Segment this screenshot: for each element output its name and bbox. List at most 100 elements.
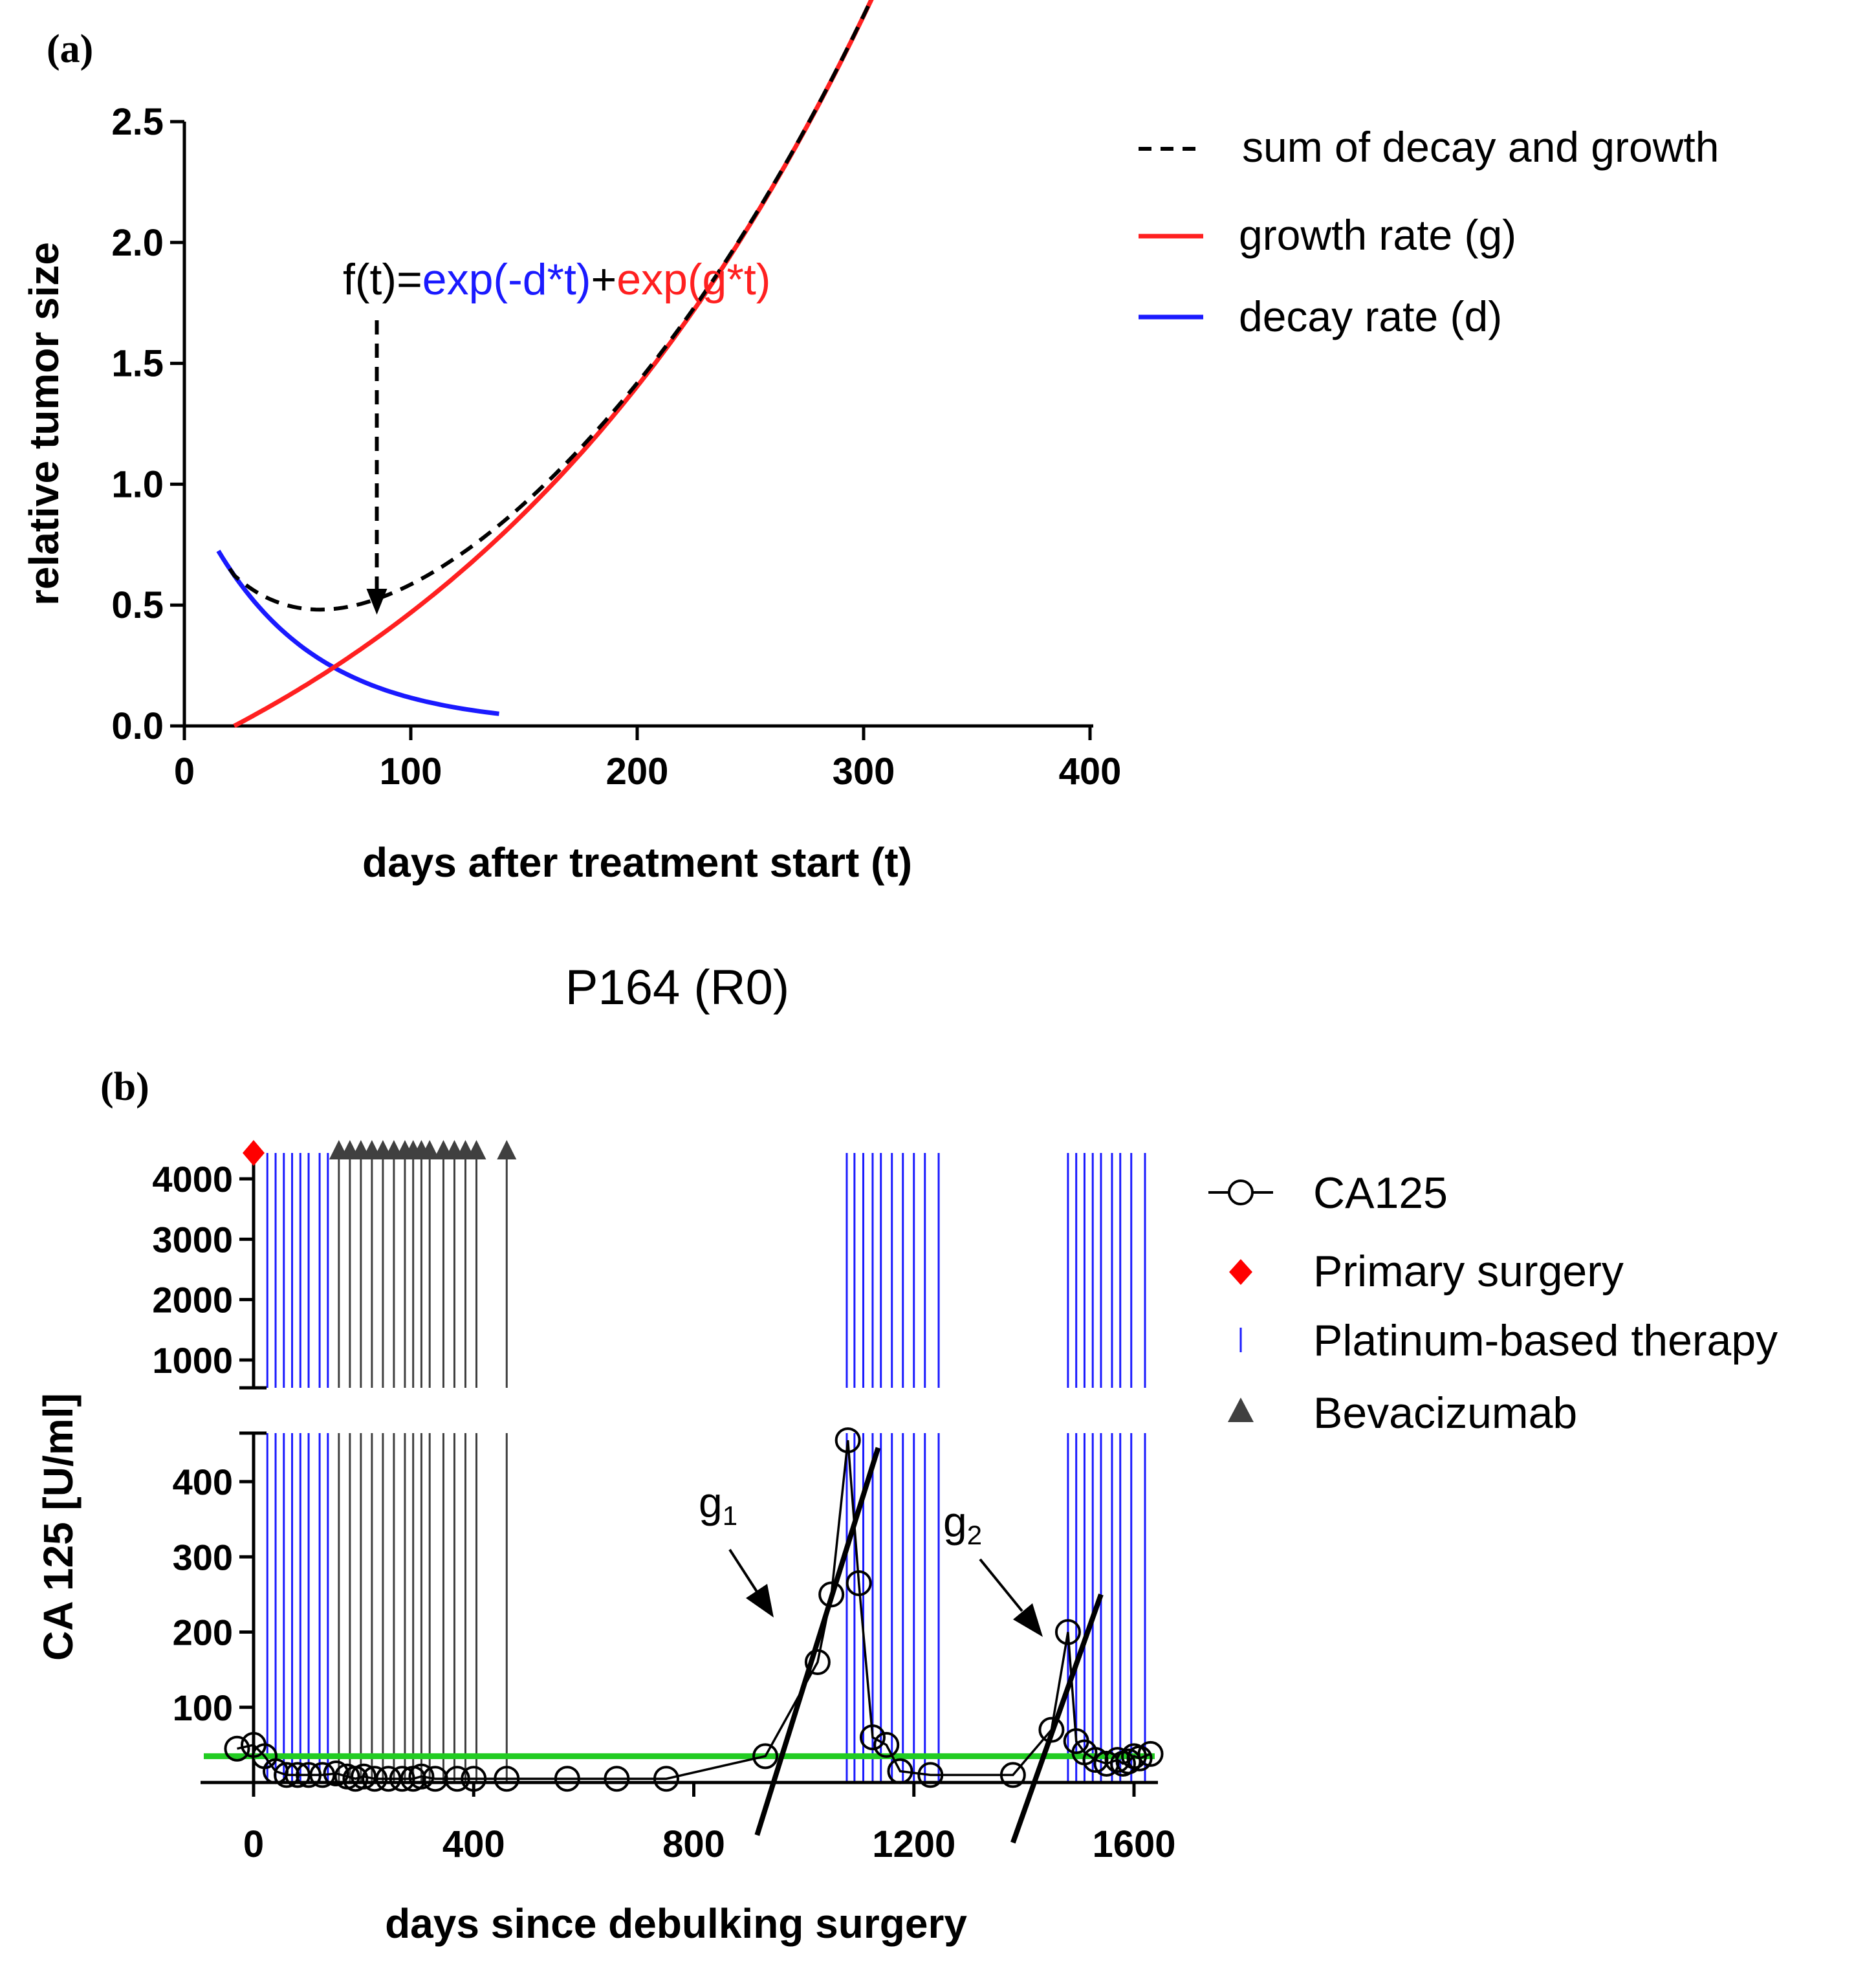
panel-b-x-tick-label: 1200 bbox=[872, 1823, 955, 1865]
panel-b-label: (b) bbox=[100, 1065, 149, 1109]
ca125-point bbox=[887, 1758, 913, 1784]
panel-b-x-label: days since debulking surgery bbox=[385, 1900, 967, 1947]
treatment-lines bbox=[252, 1153, 1146, 1782]
panel-a-legend: sum of decay and growth growth rate (g) … bbox=[1139, 123, 1719, 340]
ca125-point bbox=[224, 1735, 250, 1762]
ca125-point bbox=[1137, 1740, 1164, 1767]
panel-a-y-tick-label: 2.5 bbox=[111, 101, 164, 143]
panel-a-x-label: days after treatment start (t) bbox=[362, 839, 912, 886]
ca125-point bbox=[285, 1762, 311, 1788]
growth-rate-curve bbox=[233, 0, 874, 729]
legend-bev-swatch bbox=[1228, 1398, 1254, 1422]
panel-a-ticks: 0 100 200 300 400 0.0 0.5 1.0 1.5 2.0 2.5 bbox=[111, 101, 1121, 793]
panel-b-x-tick-label: 400 bbox=[442, 1823, 505, 1865]
formula-plus: + bbox=[591, 255, 617, 304]
formula-growth-term: exp(g*t) bbox=[616, 255, 770, 304]
ca125-point bbox=[554, 1766, 580, 1792]
ca125-point bbox=[845, 1570, 872, 1596]
legend-growth-label: growth rate (g) bbox=[1239, 211, 1516, 259]
ca125-point bbox=[461, 1766, 487, 1792]
bevacizumab-marker bbox=[420, 1140, 440, 1159]
panel-a-label: (a) bbox=[47, 27, 93, 71]
g1-arrow-line bbox=[728, 1548, 758, 1593]
panel-b-y-tick-label: 3000 bbox=[152, 1219, 233, 1260]
ca125-point bbox=[917, 1762, 944, 1788]
panel-b-y-label: CA 125 [U/ml] bbox=[35, 1393, 82, 1661]
ca125-point bbox=[444, 1766, 470, 1792]
ca125-point bbox=[999, 1762, 1026, 1788]
g2-arrow-line bbox=[979, 1558, 1023, 1612]
panel-b-legend: CA125 Primary surgery Platinum-based the… bbox=[1208, 1168, 1778, 1438]
panel-a-y-tick-label: 2.0 bbox=[111, 222, 164, 264]
panel-b-y-tick-label: 2000 bbox=[152, 1280, 233, 1321]
ca125-point bbox=[389, 1766, 415, 1792]
ca125-point bbox=[408, 1763, 435, 1790]
panel-a-y-tick-label: 1.0 bbox=[111, 463, 164, 505]
legend-surgery-swatch bbox=[1229, 1259, 1252, 1285]
g1-arrow-head bbox=[746, 1584, 774, 1618]
formula-arrow-head bbox=[366, 589, 387, 615]
ca125-point bbox=[752, 1743, 779, 1770]
panel-a: (a) 0 100 200 300 400 0.0 0.5 1.0 1.5 2.0 2.5 f(t)… bbox=[21, 0, 1719, 886]
panel-b-title: P164 (R0) bbox=[565, 960, 789, 1015]
panel-b-x-tick-label: 800 bbox=[662, 1823, 725, 1865]
bevacizumab-marker bbox=[466, 1140, 486, 1159]
ca125-point bbox=[375, 1766, 402, 1792]
legend-platinum-label: Platinum-based therapy bbox=[1313, 1316, 1778, 1365]
ca125-point bbox=[1054, 1619, 1081, 1645]
formula-decay-term: exp(-d*t) bbox=[422, 255, 591, 304]
g2-arrow-head bbox=[1013, 1603, 1043, 1637]
ca125-point bbox=[494, 1766, 520, 1792]
ca125-point bbox=[653, 1766, 679, 1792]
ca125-point bbox=[804, 1649, 831, 1675]
ca125-point bbox=[323, 1760, 349, 1787]
ca125-point bbox=[309, 1762, 336, 1788]
panel-b: P164 (R0) (b) 0 400 800 1200 1600 100 200 300 40… bbox=[35, 960, 1778, 1947]
bevacizumab-markers bbox=[329, 1140, 517, 1159]
panel-b-y-tick-label: 4000 bbox=[152, 1159, 233, 1200]
g2-annotation: g2 bbox=[943, 1498, 982, 1550]
ca125-points bbox=[224, 1427, 1164, 1792]
ca125-line bbox=[237, 1440, 1151, 1781]
panel-a-x-tick-label: 400 bbox=[1059, 751, 1122, 793]
bevacizumab-marker bbox=[497, 1140, 517, 1159]
panel-b-y-tick-label: 400 bbox=[173, 1462, 233, 1502]
panel-a-y-tick-label: 0.5 bbox=[111, 584, 164, 626]
panel-a-y-tick-label: 1.5 bbox=[111, 343, 164, 385]
legend-surgery-label: Primary surgery bbox=[1313, 1247, 1624, 1296]
panel-a-y-tick-label: 0.0 bbox=[111, 705, 164, 747]
panel-a-y-label: relative tumor size bbox=[21, 242, 67, 606]
panel-b-y-tick-label: 100 bbox=[173, 1687, 233, 1728]
panel-b-y-tick-label: 1000 bbox=[152, 1340, 233, 1381]
sum-curve bbox=[228, 0, 873, 612]
legend-bev-label: Bevacizumab bbox=[1313, 1388, 1577, 1438]
legend-decay-label: decay rate (d) bbox=[1239, 292, 1502, 340]
ca125-point bbox=[362, 1766, 388, 1792]
panel-b-y-tick-label: 300 bbox=[173, 1537, 233, 1577]
panel-b-x-tick-label: 1600 bbox=[1092, 1823, 1175, 1865]
panel-a-x-tick-label: 0 bbox=[174, 751, 195, 793]
ca125-point bbox=[859, 1724, 886, 1751]
ca125-point bbox=[834, 1427, 861, 1454]
formula: f(t)=exp(-d*t)+exp(g*t) bbox=[343, 255, 770, 304]
panel-b-y-tick-label: 200 bbox=[173, 1612, 233, 1653]
ca125-point bbox=[873, 1731, 900, 1758]
ca125-point bbox=[604, 1766, 630, 1792]
primary-surgery-marker bbox=[243, 1140, 265, 1166]
panel-a-x-tick-label: 300 bbox=[833, 751, 895, 793]
ca125-point bbox=[296, 1762, 322, 1788]
panel-b-x-tick-label: 0 bbox=[243, 1823, 264, 1865]
decay-rate-curve bbox=[216, 549, 499, 716]
growth-line-g2 bbox=[1010, 1594, 1104, 1844]
legend-sum-label: sum of decay and growth bbox=[1242, 123, 1719, 171]
growth-line-g1 bbox=[754, 1447, 881, 1836]
ca125-point bbox=[351, 1763, 377, 1790]
g1-annotation: g1 bbox=[699, 1478, 737, 1531]
panel-a-x-tick-label: 100 bbox=[380, 751, 442, 793]
ca125-point bbox=[1126, 1745, 1153, 1771]
legend-ca125-label: CA125 bbox=[1313, 1168, 1448, 1218]
panel-a-x-tick-label: 200 bbox=[606, 751, 669, 793]
panel-b-ticks: 0 400 800 1200 1600 100 200 300 400 1000 2000 3000 4… bbox=[152, 1159, 1175, 1865]
legend-ca125-swatch-marker bbox=[1228, 1179, 1254, 1205]
